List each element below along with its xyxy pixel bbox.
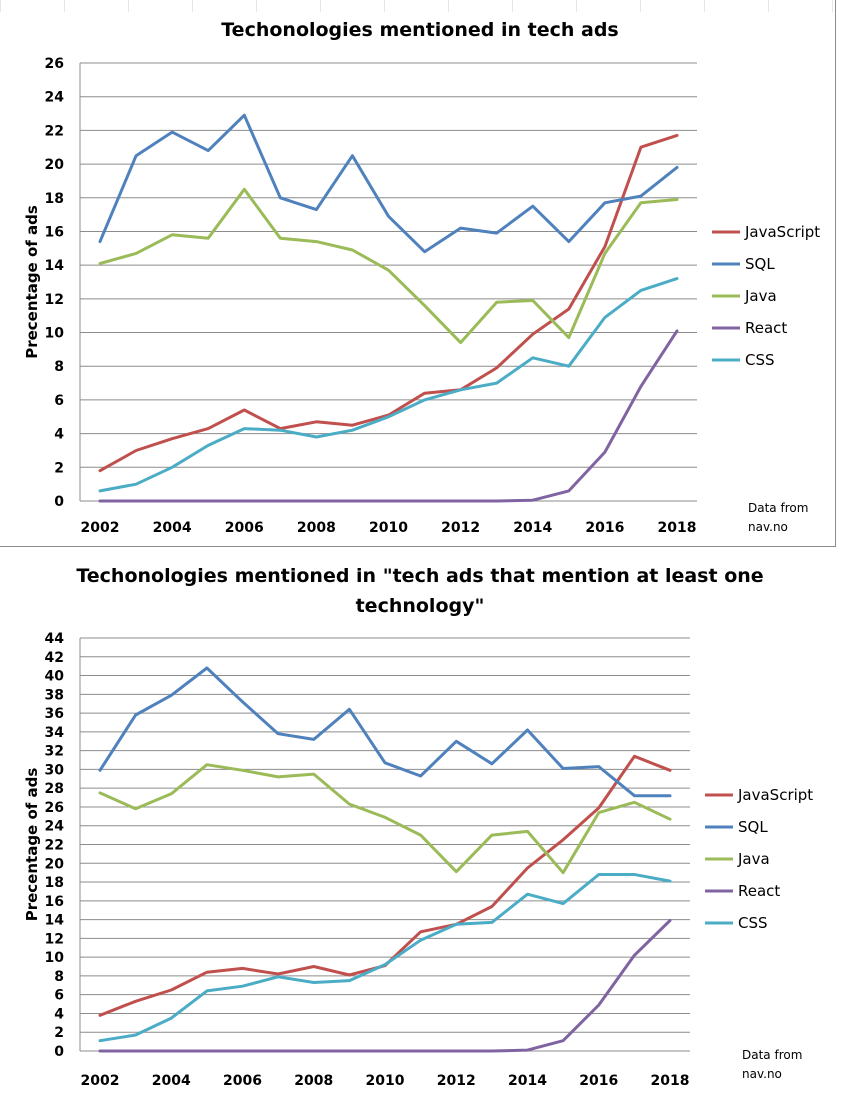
y-tick-label: 24 [45,819,65,835]
y-tick-label: 0 [54,494,64,510]
y-tick-label: 8 [54,969,64,985]
x-tick-label: 2010 [366,1073,405,1089]
x-tick-label: 2004 [152,1073,191,1089]
series-line-react [98,919,672,1053]
data-source-note: Data from [748,501,808,515]
x-tick-label: 2014 [508,1073,547,1089]
y-tick-label: 10 [45,326,65,342]
y-axis-label: Precentage of ads [23,205,41,359]
gridlines [80,62,697,468]
y-tick-label: 12 [45,292,64,308]
series-line-react [98,329,679,503]
y-tick-label: 10 [45,950,65,966]
y-tick-label: 0 [54,1044,64,1060]
y-axis-ticks: 0246810121416182022242628303234363840424… [45,631,65,1060]
x-tick-label: 2006 [225,520,264,536]
y-tick-label: 42 [45,650,64,666]
y-tick-label: 30 [45,762,65,778]
y-tick-label: 16 [45,224,64,240]
y-tick-label: 18 [45,191,64,207]
x-axis-ticks: 2002 2004 2006 2008 2010 2012 2014 2016 2018 [81,520,697,536]
y-tick-label: 34 [45,725,65,741]
legend-label-sql: SQL [745,255,775,273]
y-tick-label: 20 [45,856,65,872]
y-tick-label: 26 [45,800,64,816]
y-tick-label: 2 [54,460,64,476]
series-line-java [98,763,672,875]
data-source-note: Data from [742,1048,802,1062]
y-tick-label: 38 [45,687,64,703]
legend-label-javascript: JavaScript [737,786,813,804]
data-source-note: nav.no [748,520,788,534]
y-tick-label: 6 [54,988,64,1004]
legend-label-java: Java [737,850,770,868]
x-tick-label: 2012 [437,1073,476,1089]
x-tick-label: 2016 [585,520,624,536]
legend-label-java: Java [744,287,777,305]
x-tick-label: 2018 [651,1073,690,1089]
y-tick-label: 6 [54,393,64,409]
x-axis-ticks: 2002 2004 2006 2008 2010 2012 2014 2016 2018 [81,1073,690,1089]
y-tick-label: 16 [45,894,64,910]
y-tick-label: 22 [45,838,64,854]
x-tick-label: 2018 [658,520,697,536]
y-tick-label: 44 [45,631,65,647]
y-tick-label: 22 [45,123,64,139]
x-tick-label: 2002 [81,520,120,536]
x-tick-label: 2010 [369,520,408,536]
spreadsheet-grid-background [0,0,842,12]
y-tick-label: 4 [54,1006,64,1022]
legend: JavaScript SQL Java React CSS [705,786,813,932]
series-line-css [98,873,672,1043]
y-tick-label: 14 [45,913,65,929]
x-tick-label: 2012 [441,520,480,536]
y-tick-label: 4 [54,427,64,443]
series-line-javascript [98,133,679,473]
legend-label-css: CSS [738,914,768,932]
x-tick-label: 2008 [297,520,336,536]
x-tick-label: 2002 [81,1073,120,1089]
y-tick-label: 8 [54,359,64,375]
data-source-note: nav.no [742,1067,782,1081]
y-tick-label: 18 [45,875,64,891]
x-tick-label: 2008 [294,1073,333,1089]
legend-label-css: CSS [745,351,775,369]
legend-label-sql: SQL [738,818,768,836]
y-tick-label: 32 [45,744,64,760]
legend: JavaScript SQL Java React CSS [712,223,820,369]
chart-title-line-2: technology" [356,595,485,617]
y-tick-label: 40 [45,669,65,685]
legend-label-react: React [738,882,780,900]
y-tick-label: 14 [45,258,65,274]
y-tick-label: 26 [45,56,64,72]
x-tick-label: 2014 [513,520,552,536]
x-tick-label: 2006 [223,1073,262,1089]
x-tick-label: 2016 [579,1073,618,1089]
top-chart-frame [0,0,836,547]
chart-title-line-1: Techonologies mentioned in "tech ads tha… [76,565,763,587]
y-tick-label: 28 [45,781,64,797]
line-chart-2: Techonologies mentioned in "tech ads tha… [23,565,813,1089]
gridlines [80,637,690,1033]
y-tick-label: 12 [45,931,64,947]
y-tick-label: 36 [45,706,64,722]
y-tick-label: 2 [54,1025,64,1041]
y-axis-label: Precentage of ads [23,768,41,922]
x-tick-label: 2004 [153,520,192,536]
legend-label-javascript: JavaScript [744,223,820,241]
series-line-sql [98,666,672,798]
y-tick-label: 24 [45,90,65,106]
series-line-css [98,277,679,493]
series-line-java [98,187,679,345]
series-line-sql [98,113,679,254]
y-tick-label: 20 [45,157,65,173]
chart-title: Techonologies mentioned in tech ads [221,19,618,41]
line-chart-1: Techonologies mentioned in tech ads02468… [23,19,820,536]
legend-label-react: React [745,319,787,337]
